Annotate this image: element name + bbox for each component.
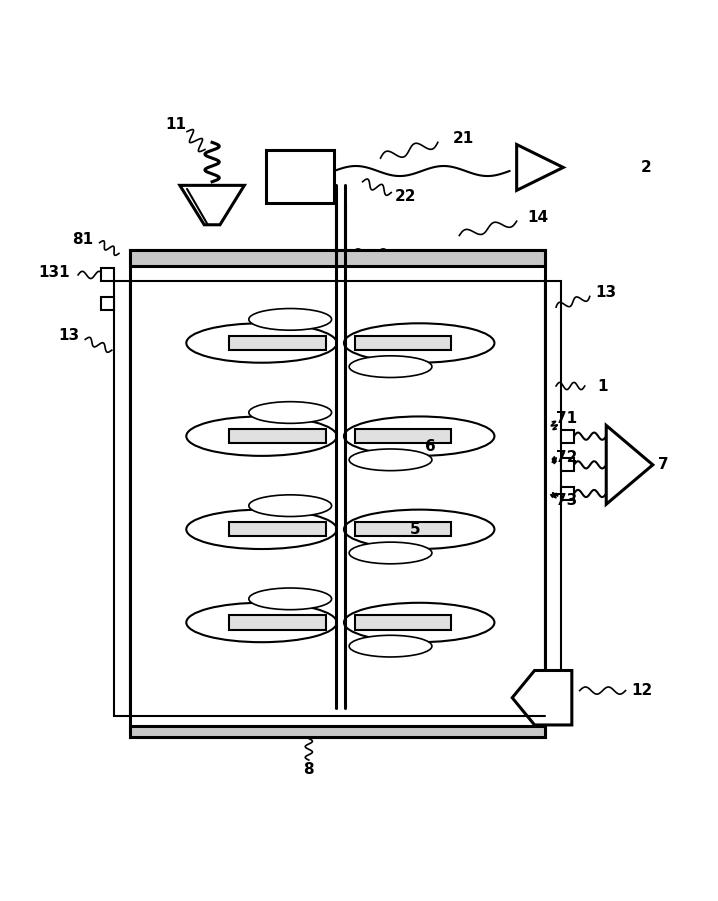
- Polygon shape: [606, 425, 653, 505]
- Text: 12: 12: [631, 683, 653, 698]
- Ellipse shape: [349, 542, 432, 564]
- Text: 6: 6: [425, 440, 436, 454]
- Text: 81: 81: [73, 232, 93, 247]
- Bar: [101, 297, 114, 310]
- Bar: [229, 615, 326, 630]
- Bar: [229, 336, 326, 350]
- Bar: [355, 429, 452, 443]
- Ellipse shape: [186, 416, 337, 456]
- Bar: [355, 336, 452, 350]
- Polygon shape: [512, 670, 572, 725]
- Text: 8: 8: [304, 762, 314, 777]
- Polygon shape: [180, 186, 244, 224]
- Ellipse shape: [249, 308, 332, 330]
- Bar: [101, 268, 114, 281]
- Text: 2: 2: [640, 160, 651, 175]
- Text: 22: 22: [395, 188, 416, 204]
- Bar: [561, 459, 574, 471]
- Text: 7: 7: [658, 458, 669, 472]
- Ellipse shape: [349, 449, 432, 470]
- Text: 71: 71: [556, 411, 577, 426]
- Text: 21: 21: [452, 132, 474, 146]
- Polygon shape: [517, 144, 563, 190]
- Text: 13: 13: [58, 328, 79, 343]
- Ellipse shape: [186, 603, 337, 642]
- Bar: [229, 429, 326, 443]
- Bar: [266, 150, 334, 204]
- Ellipse shape: [249, 588, 332, 610]
- Text: 13: 13: [596, 286, 617, 300]
- Text: 73: 73: [556, 493, 577, 508]
- Ellipse shape: [344, 603, 495, 642]
- Ellipse shape: [186, 510, 337, 549]
- Text: 72: 72: [556, 450, 577, 465]
- Bar: [355, 615, 452, 630]
- Bar: [130, 250, 545, 737]
- Bar: [130, 250, 545, 266]
- Text: 11: 11: [166, 117, 187, 132]
- Text: 131: 131: [39, 265, 70, 280]
- Bar: [130, 726, 545, 737]
- Text: 14: 14: [528, 210, 549, 225]
- Bar: [229, 523, 326, 536]
- Bar: [561, 487, 574, 500]
- Bar: [114, 281, 130, 715]
- Ellipse shape: [349, 635, 432, 657]
- Text: 5: 5: [409, 522, 420, 537]
- Bar: [545, 281, 561, 715]
- Ellipse shape: [344, 510, 495, 549]
- Ellipse shape: [249, 495, 332, 516]
- Ellipse shape: [344, 416, 495, 456]
- Ellipse shape: [344, 323, 495, 363]
- Text: 1: 1: [597, 378, 608, 394]
- Bar: [561, 430, 574, 442]
- Ellipse shape: [186, 323, 337, 363]
- Ellipse shape: [249, 402, 332, 423]
- Bar: [355, 523, 452, 536]
- Ellipse shape: [349, 356, 432, 378]
